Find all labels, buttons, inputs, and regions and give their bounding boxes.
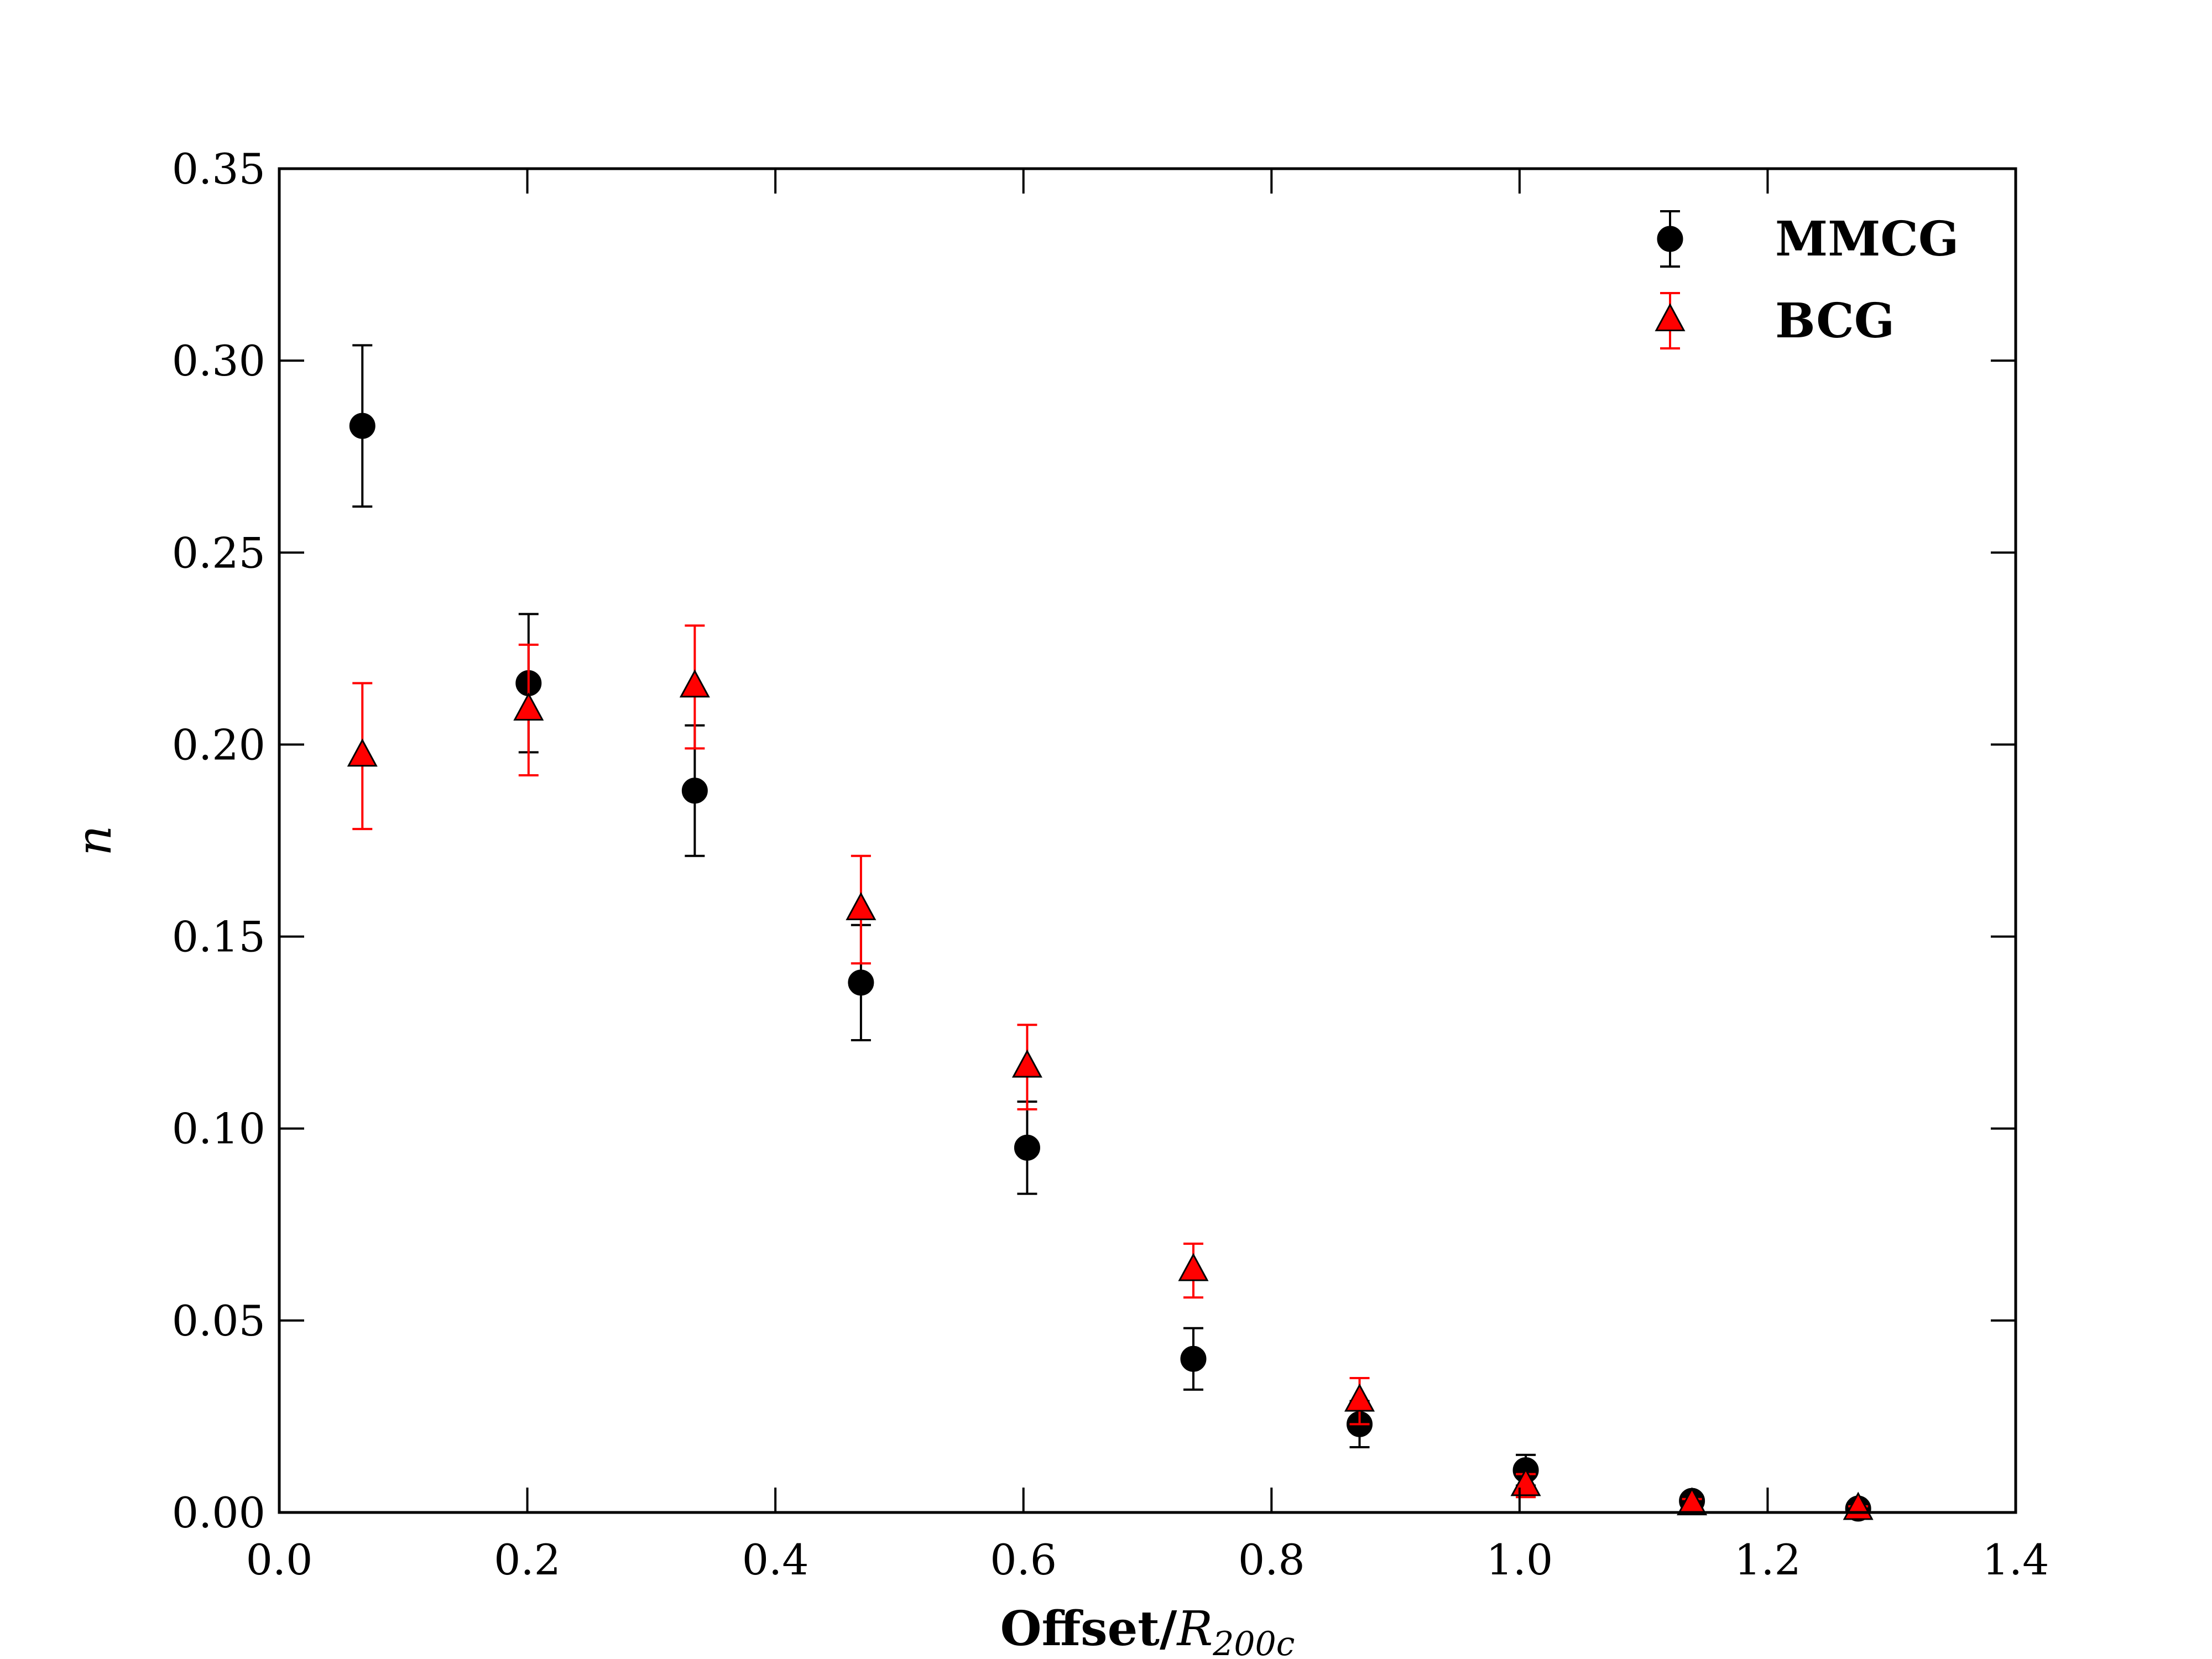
legend-mmcg-marker [1657,226,1683,252]
y-tick-label: 0.25 [172,528,265,577]
x-tick-label: 0.6 [990,1535,1057,1584]
x-axis-label: Offset/R200c [1000,1601,1295,1659]
mmcg-point [1014,1134,1040,1161]
legend-bcg-label: BCG [1775,293,1895,349]
x-tick-label: 0.2 [494,1535,561,1584]
axes: 0.0 0.2 0.4 0.6 0.8 1.0 1.2 1.4 0.00 0.05 0.10 0.15… [172,144,2049,1584]
bcg-point [1178,1253,1209,1281]
y-tick-label: 0.15 [172,912,265,962]
y-tick-label: 0.10 [172,1104,265,1154]
y-tick-label: 0.30 [172,336,265,385]
y-tick-label: 0.00 [172,1488,265,1537]
mmcg-point [349,413,375,439]
axes-frame [278,167,2017,1514]
y-tick-label: 0.05 [172,1296,265,1345]
legend: MMCG BCG [1655,210,1959,349]
x-axis-label-symbol: R [1176,1601,1213,1657]
bcg-point [1011,1049,1042,1078]
plot-area [347,344,1874,1522]
legend-item-mmcg: MMCG [1657,210,1959,268]
bcg-point [1344,1383,1375,1412]
x-tick-label: 1.4 [1983,1535,2049,1584]
bcg-point [347,738,378,767]
y-tick-label: 0.35 [172,144,265,194]
x-tick-label: 1.0 [1486,1535,1553,1584]
y-tick-label: 0.20 [172,720,265,769]
legend-bcg-marker [1655,303,1686,331]
x-axis-label-subscript: 200c [1212,1625,1295,1659]
x-tick-label: 0.0 [246,1535,313,1584]
series-mmcg [349,344,1871,1522]
x-tick-label: 1.2 [1734,1535,1801,1584]
mmcg-point [848,969,874,996]
bcg-point [679,669,710,698]
mmcg-point [1180,1345,1207,1372]
bcg-point [513,692,544,721]
mmcg-point [681,778,708,804]
y-axis-label: n [67,825,122,855]
x-tick-label: 0.8 [1238,1535,1305,1584]
bcg-point [1677,1487,1708,1516]
legend-item-bcg: BCG [1655,292,1895,349]
x-axis-label-prefix: Offset/ [1000,1601,1177,1657]
series-bcg [347,624,1874,1520]
bcg-point [846,892,877,920]
legend-mmcg-label: MMCG [1775,211,1959,267]
x-tick-label: 0.4 [742,1535,809,1584]
